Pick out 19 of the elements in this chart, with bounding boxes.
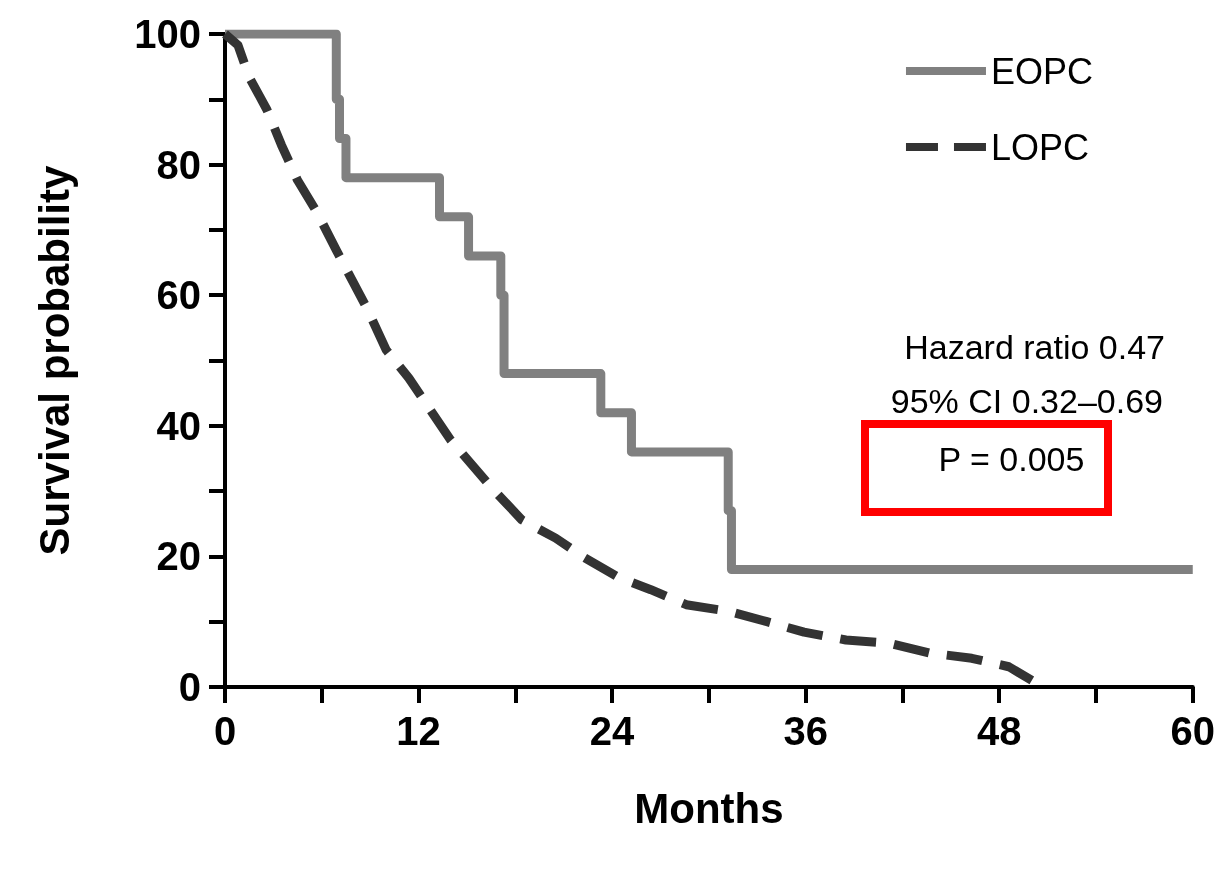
y-tick-label: 20 [156,534,201,579]
y-tick-label: 80 [156,142,201,187]
annotation: P = 0.005 [938,440,1085,478]
x-tick-label: 48 [976,709,1022,753]
x-tick-label: 12 [396,709,441,753]
y-tick-label: 60 [156,273,201,318]
x-tick-label: 36 [783,709,828,753]
annotation: Hazard ratio 0.47 [904,328,1165,366]
y-axis-title: Survival probability [30,164,78,556]
x-tick-label: 60 [1170,709,1215,753]
annotation: 95% CI 0.32–0.69 [890,382,1163,420]
y-tick-label: 0 [178,665,201,709]
y-tick-label: 100 [134,12,201,56]
x-axis-title: Months [634,784,784,832]
legend-label: LOPC [990,126,1090,168]
x-tick-label: 24 [589,709,636,753]
y-tick-label: 40 [156,403,201,448]
legend-label: EOPC [990,50,1094,92]
x-tick-label: 0 [213,709,237,753]
